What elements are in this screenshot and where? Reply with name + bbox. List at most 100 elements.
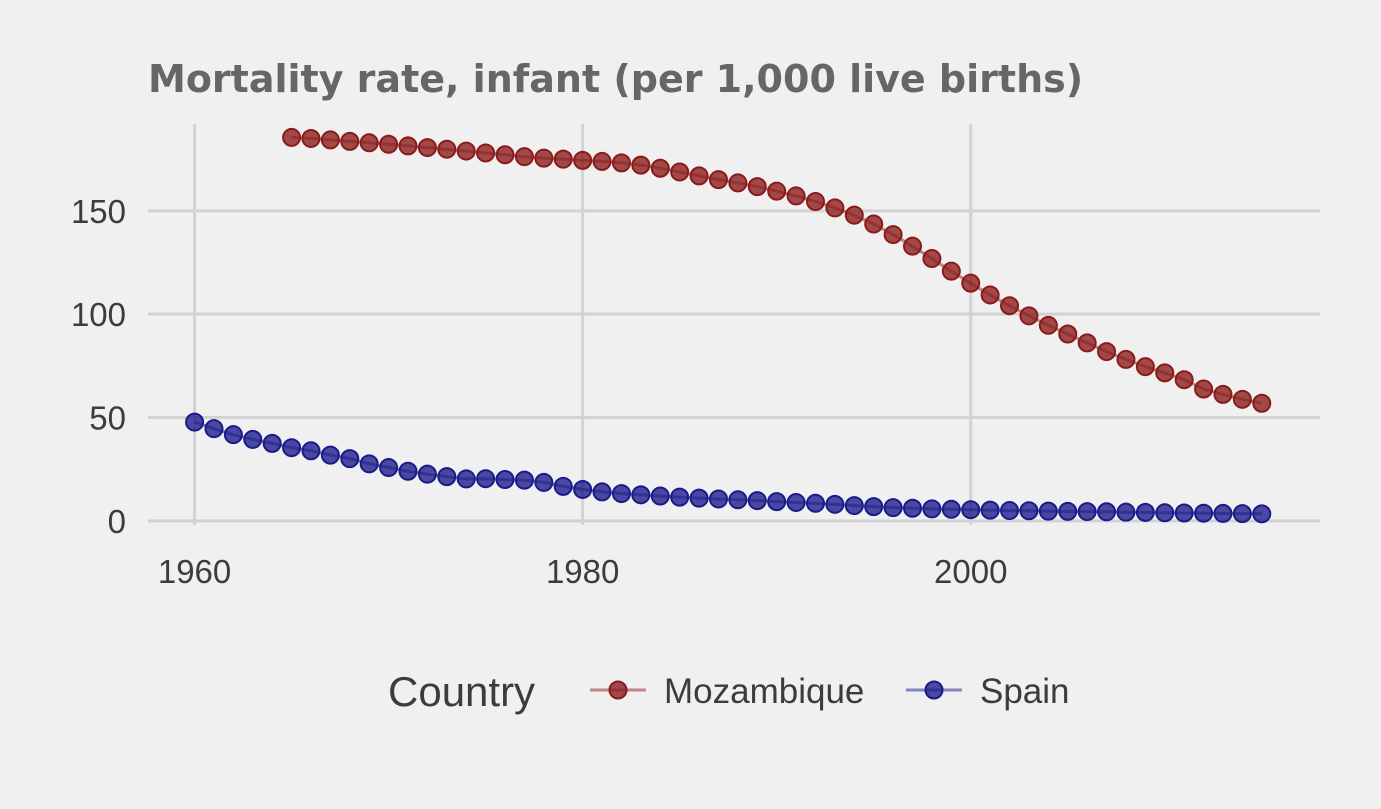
data-point (1194, 379, 1214, 399)
data-point (728, 173, 748, 193)
data-point (1232, 504, 1252, 524)
series-line (291, 135, 1263, 405)
data-point (1097, 342, 1117, 362)
data-point (961, 273, 981, 293)
data-point (728, 490, 748, 510)
legend-point-key (924, 680, 944, 700)
data-point (767, 492, 787, 512)
data-point (476, 469, 496, 489)
chart-title: Mortality rate, infant (per 1,000 live b… (148, 57, 1083, 101)
data-point (1252, 393, 1272, 413)
data-point (980, 500, 1000, 520)
data-point (301, 441, 321, 461)
data-point (437, 139, 457, 159)
data-point (844, 205, 864, 225)
data-point (1213, 384, 1233, 404)
data-point (1135, 357, 1155, 377)
data-point (767, 181, 787, 201)
y-tick-label: 50 (89, 400, 126, 437)
data-point (825, 494, 845, 514)
data-point (1232, 389, 1252, 409)
data-point (282, 127, 302, 147)
data-point (611, 484, 631, 504)
data-point (340, 131, 360, 151)
legend-item-mozambique: Mozambique (590, 672, 864, 711)
data-point (805, 192, 825, 212)
legend-label: Mozambique (664, 672, 864, 711)
series-spain (185, 412, 1272, 524)
data-point (903, 236, 923, 256)
data-point (941, 261, 961, 281)
legend-label: Spain (980, 672, 1070, 711)
data-point (320, 445, 340, 465)
data-point (185, 412, 205, 432)
data-point (961, 500, 981, 520)
data-point (379, 134, 399, 154)
data-point (1213, 503, 1233, 523)
data-point (359, 454, 379, 474)
data-point (1038, 501, 1058, 521)
data-point (689, 166, 709, 186)
data-point (320, 130, 340, 150)
series-mozambique (282, 127, 1272, 413)
x-tick-label: 1980 (546, 553, 619, 590)
data-point (514, 147, 534, 167)
data-point (747, 491, 767, 511)
data-point (495, 470, 515, 490)
data-point (573, 150, 593, 170)
data-point (456, 141, 476, 161)
data-point (883, 225, 903, 245)
legend-point-key (608, 680, 628, 700)
data-point (631, 485, 651, 505)
data-point (398, 461, 418, 481)
data-point (786, 492, 806, 512)
data-point (204, 419, 224, 439)
data-point (786, 186, 806, 206)
data-point (670, 487, 690, 507)
data-point (1116, 349, 1136, 369)
data-point (1135, 502, 1155, 522)
data-point (340, 449, 360, 469)
data-point (922, 249, 942, 269)
data-point (1077, 333, 1097, 353)
data-point (534, 148, 554, 168)
data-point (941, 499, 961, 519)
data-point (262, 433, 282, 453)
series-layer (185, 127, 1272, 524)
data-point (301, 128, 321, 148)
data-point (883, 498, 903, 518)
data-point (398, 136, 418, 156)
x-tick-label: 1960 (158, 553, 231, 590)
data-point (359, 133, 379, 153)
data-point (1077, 502, 1097, 522)
data-point (1155, 503, 1175, 523)
data-point (495, 145, 515, 165)
data-point (553, 476, 573, 496)
data-point (1116, 502, 1136, 522)
data-point (1019, 501, 1039, 521)
data-point (1174, 370, 1194, 390)
x-axis-ticks: 1960 1980 2000 (158, 553, 1008, 590)
data-point (670, 162, 690, 182)
data-point (243, 429, 263, 449)
data-point (708, 489, 728, 509)
data-point (708, 170, 728, 190)
series-line (194, 420, 1262, 516)
data-point (514, 470, 534, 490)
data-point (592, 482, 612, 502)
data-point (476, 143, 496, 163)
data-point (573, 479, 593, 499)
data-point (922, 499, 942, 519)
data-point (1000, 296, 1020, 316)
data-point (805, 493, 825, 513)
data-point (1000, 501, 1020, 521)
data-point (1252, 504, 1272, 524)
x-tick-label: 2000 (934, 553, 1007, 590)
data-point (534, 472, 554, 492)
data-point (437, 467, 457, 487)
data-point (1174, 503, 1194, 523)
data-point (747, 177, 767, 197)
data-point (825, 198, 845, 218)
y-axis-ticks: 0 50 100 150 (71, 193, 126, 540)
